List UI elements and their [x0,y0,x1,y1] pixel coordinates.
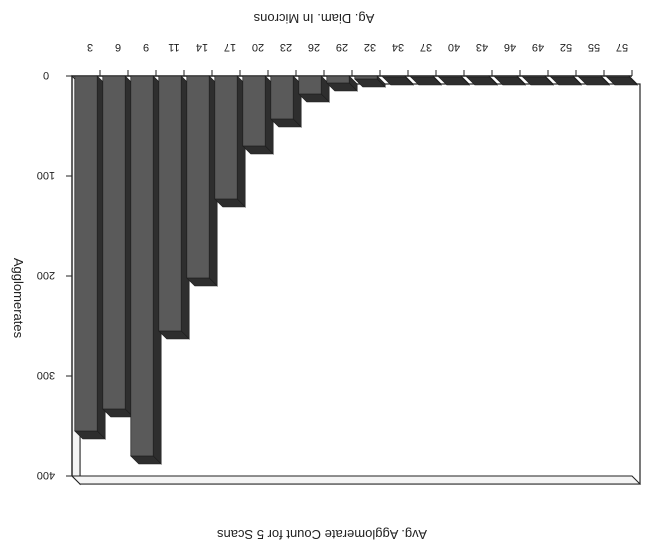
category-tick-label: 9 [143,41,149,53]
category-tick-label: 37 [420,41,432,53]
top-axis-title: Ag. Diam. In Microns [253,11,374,26]
category-tick-label: 26 [308,41,320,53]
category-tick-label: 57 [616,41,628,53]
bar [494,75,526,86]
bar-front [326,75,350,84]
bar [578,75,610,86]
value-tick-label: 400 [37,469,55,481]
bar [242,75,274,155]
category-tick-label: 17 [224,41,236,53]
bar [354,75,386,88]
bar [158,75,190,340]
bar [326,75,358,92]
bar [186,75,218,287]
category-tick-label: 34 [392,41,404,53]
bar-front [522,75,546,78]
bar-front [74,75,98,432]
bar [74,75,106,440]
category-tick-label: 52 [560,41,572,53]
value-tick-label: 300 [37,369,55,381]
bar-front [466,75,490,78]
value-tick-label: 200 [37,269,55,281]
bar [214,75,246,208]
y-axis-title: Agglomerates [11,258,26,339]
bar [130,75,162,465]
value-tick-labels: 0 100 200 300 400 [37,69,72,481]
bar [102,75,134,418]
bar-front [214,75,238,200]
bottom-axis-title: Avg. Agglomerate Count for 5 Scans [216,527,427,542]
category-tick-label: 23 [280,41,292,53]
category-tick-label: 49 [532,41,544,53]
bar [298,75,330,103]
bar-front [242,75,266,147]
value-tick-label: 100 [37,169,55,181]
bars-group [74,75,638,465]
category-tick-label: 29 [336,41,348,53]
bar-front [438,75,462,78]
value-tick-label: 0 [43,69,49,81]
bar-front [298,75,322,95]
bar-front [410,75,434,78]
bar [438,75,470,86]
bar-front [186,75,210,279]
category-tick-label: 14 [196,41,208,53]
bar [410,75,442,86]
bar-front [494,75,518,78]
bar-front [382,75,406,78]
category-tick-label: 11 [168,41,179,53]
category-tick-label: 46 [504,41,516,53]
bar [466,75,498,86]
floor-wall [70,475,642,485]
bar-front [270,75,294,120]
bar [606,75,638,86]
bar-front [354,75,378,80]
category-tick-label: 20 [252,41,264,53]
bar-front [606,75,630,78]
bar [382,75,414,86]
category-tick-label: 43 [476,41,488,53]
bar-front [158,75,182,332]
bar [270,75,302,128]
bar-front [102,75,126,410]
bar-front [130,75,154,457]
bar-front [550,75,574,78]
category-tick-label: 32 [364,41,376,53]
bar [550,75,582,86]
category-tick-label: 40 [448,41,460,53]
bar [522,75,554,86]
bar-front [578,75,602,78]
category-tick-labels: 3 6 9 11 14 17 20 23 26 29 32 34 37 40 43 46 49 52 55 57 [87,41,633,76]
category-tick-label: 55 [588,41,600,53]
category-tick-label: 3 [87,41,93,53]
category-tick-label: 6 [115,41,121,53]
